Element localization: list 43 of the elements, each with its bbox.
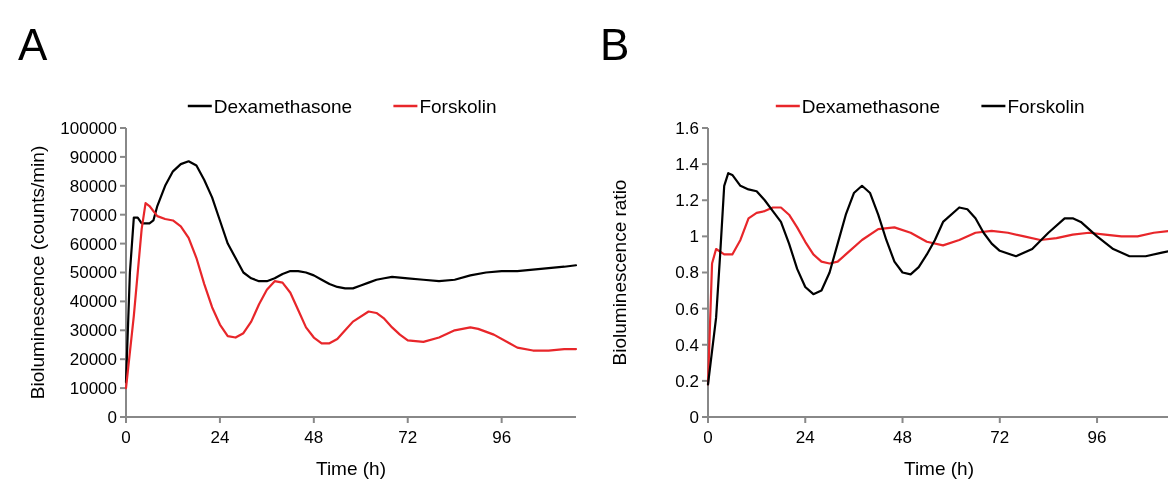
- y-tick-label: 40000: [69, 292, 117, 312]
- y-tick-label: 100000: [60, 118, 117, 138]
- y-tick-label: 1.6: [675, 118, 699, 138]
- y-tick-label: 1.2: [675, 191, 699, 211]
- legend-label: Dexamethasone: [213, 95, 353, 117]
- line-series: [124, 160, 578, 384]
- y-tick-label: 90000: [69, 147, 117, 167]
- x-tick-label: 48: [304, 428, 324, 447]
- y-tick-label: 70000: [69, 205, 117, 225]
- chart-title: A: [18, 20, 48, 69]
- y-tick-label: 0.4: [675, 335, 699, 355]
- x-tick-label: 96: [492, 428, 512, 447]
- x-tick-label: 72: [990, 428, 1010, 447]
- y-tick-label: 20000: [69, 350, 117, 370]
- y-tick-label: 50000: [69, 263, 117, 283]
- x-tick-label: 0: [121, 428, 131, 447]
- x-tick-label: 24: [795, 428, 815, 447]
- legend-label: Forskolin: [419, 95, 497, 117]
- y-tick-label: 0.2: [675, 371, 699, 391]
- y-tick-label: 0: [107, 407, 117, 427]
- line-series: [124, 202, 578, 390]
- x-tick-label: 0: [703, 428, 713, 447]
- x-axis-title: Time (h): [315, 458, 387, 479]
- y-tick-label: 1.4: [675, 155, 699, 175]
- x-tick-label: 96: [1087, 428, 1107, 447]
- y-tick-label: 30000: [69, 321, 117, 341]
- y-tick-label: 10000: [69, 379, 117, 399]
- legend-label: Dexamethasone: [801, 95, 941, 117]
- y-axis-title: Bioluminescence (counts/min): [27, 145, 48, 400]
- y-axis-title: Bioluminescence ratio: [609, 179, 630, 366]
- x-tick-label: 72: [398, 428, 418, 447]
- x-axis-title: Time (h): [903, 458, 975, 479]
- y-tick-label: 60000: [69, 234, 117, 254]
- chart-title: B: [600, 20, 630, 69]
- x-tick-label: 48: [893, 428, 912, 447]
- legend-label: Forskolin: [1007, 95, 1085, 117]
- x-tick-label: 24: [210, 428, 230, 447]
- line-series: [706, 172, 1168, 386]
- y-tick-label: 80000: [69, 176, 117, 196]
- y-tick-label: 0.8: [675, 263, 699, 283]
- y-tick-label: 0.6: [675, 299, 699, 319]
- y-tick-label: 1: [689, 227, 699, 247]
- y-tick-label: 0: [689, 407, 699, 427]
